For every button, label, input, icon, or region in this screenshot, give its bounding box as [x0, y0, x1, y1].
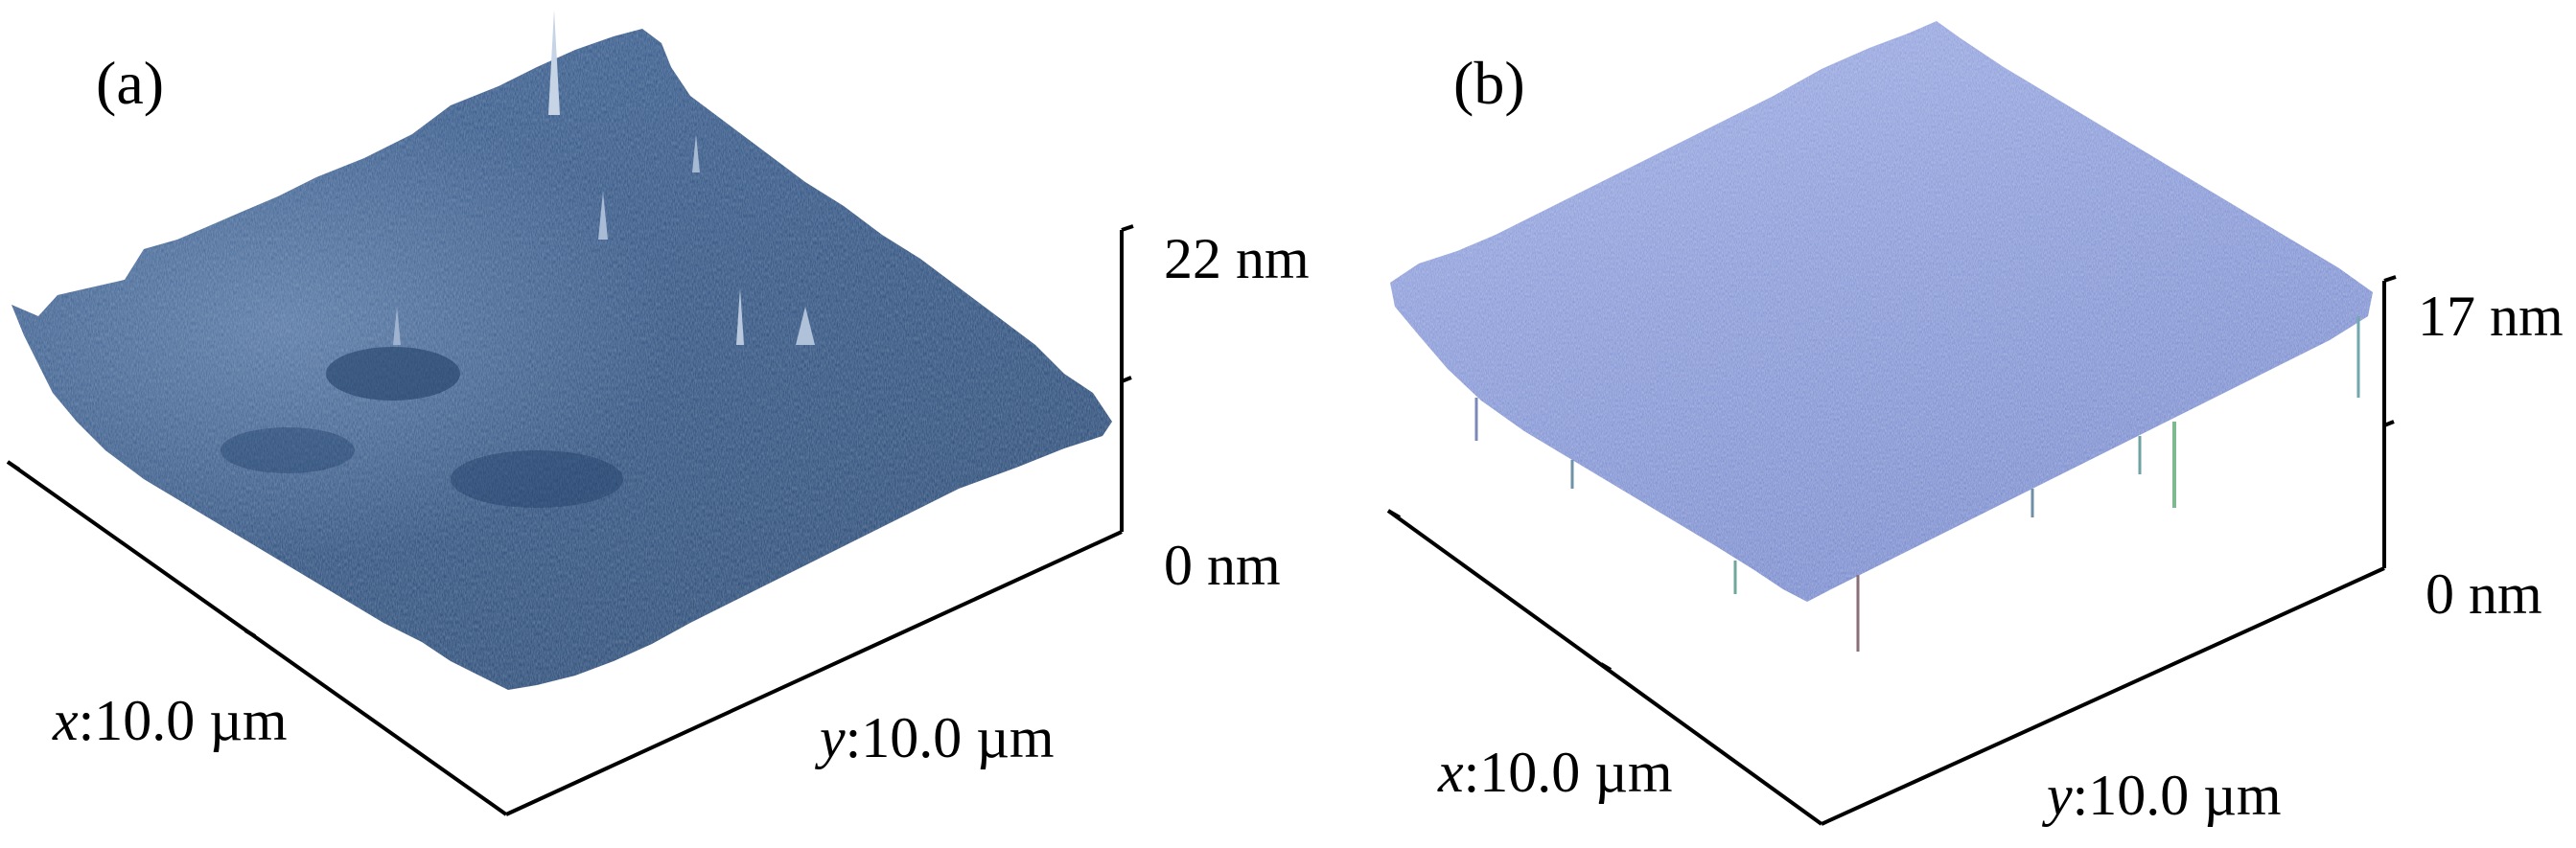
z-min-label-a: 0 nm [1164, 534, 1281, 597]
z-min-label-b: 0 nm [2425, 562, 2542, 626]
x-axis-value-b: :10.0 µm [1464, 741, 1673, 804]
axes-b [1386, 275, 2397, 826]
afm-surface-b [1390, 21, 2373, 652]
y-axis-var-a: y [814, 706, 846, 769]
z-max-label-a: 22 nm [1164, 227, 1310, 290]
y-axis-label-a: y:10.0 µm [814, 706, 1055, 769]
x-axis-label-b: x:10.0 µm [1437, 741, 1673, 804]
x-axis-var-a: x [52, 689, 79, 752]
panel-b-label: (b) [1453, 49, 1525, 117]
x-axis-value-a: :10.0 µm [79, 689, 288, 752]
panel-a-label: (a) [96, 49, 164, 117]
y-axis-value-b: :10.0 µm [2073, 764, 2282, 827]
z-max-label-b: 17 nm [2418, 285, 2564, 348]
x-axis-var-b: x [1437, 741, 1464, 804]
panel-b: (b) 17 nm 0 nm x:10.0 µm y:10.0 µm [1386, 21, 2564, 827]
panel-a: (a) 22 nm 0 nm x:10.0 µm y:10.0 µm [6, 10, 1310, 816]
y-axis-value-a: :10.0 µm [846, 706, 1055, 769]
y-axis-var-b: y [2041, 764, 2073, 827]
x-axis-label-a: x:10.0 µm [52, 689, 288, 752]
afm-surface-a [12, 10, 1112, 690]
y-axis-label-b: y:10.0 µm [2041, 764, 2282, 827]
axes-a [6, 224, 1134, 816]
